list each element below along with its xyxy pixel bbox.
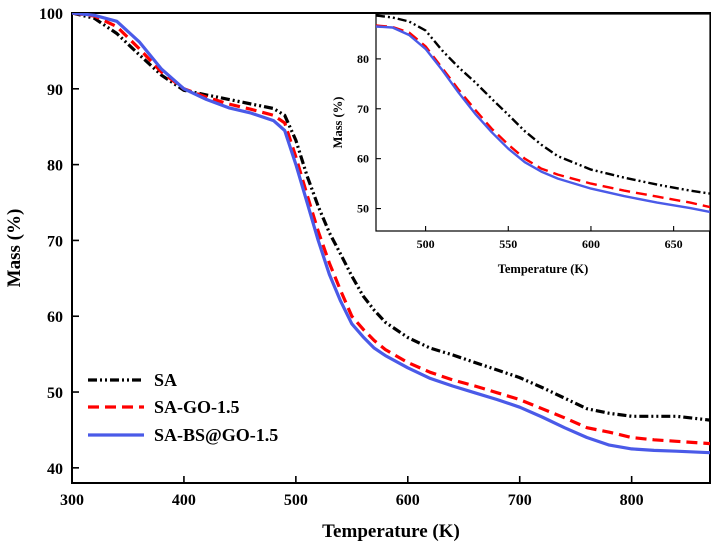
inset-y-axis-title: Mass (%) — [331, 97, 345, 149]
legend: SA SA-GO-1.5 SA-BS@GO-1.5 — [88, 370, 278, 445]
series-group — [72, 13, 710, 455]
inset-x-tick-label: 600 — [582, 237, 600, 251]
y-tick-label: 50 — [47, 385, 63, 402]
inset-y-tick-label: 80 — [357, 52, 369, 66]
legend-label: SA-GO-1.5 — [154, 397, 240, 417]
inset-y-tick-label: 70 — [357, 102, 369, 116]
series-line — [72, 13, 710, 455]
inset-y-tick-label: 60 — [357, 152, 369, 166]
legend-label: SA-BS@GO-1.5 — [154, 425, 278, 445]
series-line — [72, 13, 710, 446]
inset-series-group — [376, 14, 710, 214]
y-tick-label: 60 — [47, 309, 63, 326]
inset-series-line — [376, 25, 710, 214]
x-tick-label: 500 — [284, 492, 308, 509]
inset-x-tick-label: 550 — [499, 237, 517, 251]
x-tick-label: 300 — [60, 492, 84, 509]
inset-x-tick-label: 500 — [417, 237, 435, 251]
legend-label: SA — [154, 370, 177, 390]
inset-series-line — [376, 14, 710, 195]
inset-panel: 500 550 600 650 50 60 70 80 Temperature (K) Mass … — [331, 13, 711, 276]
y-tick-label: 40 — [47, 461, 63, 478]
y-tick-label: 100 — [39, 6, 63, 23]
inset-x-axis-title: Temperature (K) — [498, 262, 589, 276]
y-tick-label: 70 — [47, 233, 63, 250]
x-tick-label: 400 — [172, 492, 196, 509]
x-tick-label: 600 — [396, 492, 420, 509]
x-axis-title: Temperature (K) — [322, 521, 460, 542]
x-tick-label: 700 — [508, 492, 532, 509]
y-tick-label: 90 — [47, 82, 63, 99]
x-tick-label: 800 — [620, 492, 644, 509]
y-tick-label: 80 — [47, 158, 63, 175]
y-axis-title: Mass (%) — [4, 209, 25, 288]
inset-y-tick-label: 50 — [357, 202, 369, 216]
inset-x-tick-label: 650 — [665, 237, 683, 251]
inset-plot-frame — [375, 13, 711, 232]
